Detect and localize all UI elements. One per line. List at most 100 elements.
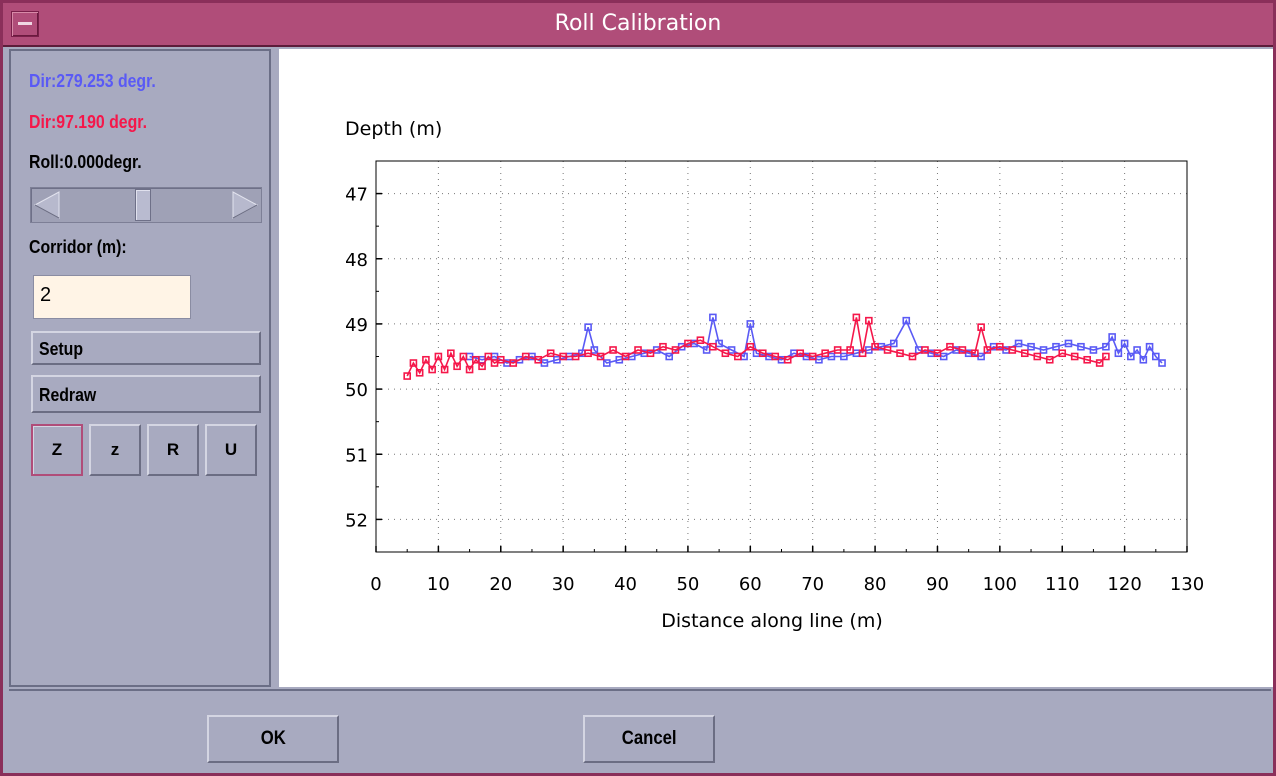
x-tick-label: 10 bbox=[427, 574, 450, 595]
data-point bbox=[472, 355, 480, 364]
depth-profile-chart[interactable]: Depth (m) Distance along line (m) 0 10 20 3… bbox=[279, 49, 1273, 687]
title-bar[interactable]: Roll Calibration bbox=[3, 3, 1273, 47]
slider-thumb[interactable] bbox=[134, 189, 151, 221]
roll-label: Roll:0.000degr. bbox=[29, 152, 142, 172]
data-point bbox=[852, 313, 861, 322]
data-point bbox=[709, 342, 717, 351]
data-point bbox=[1102, 342, 1110, 351]
button-bar: OK Cancel bbox=[9, 689, 1271, 773]
data-point bbox=[534, 355, 543, 364]
data-point bbox=[783, 355, 792, 364]
data-point bbox=[422, 355, 430, 364]
control-panel: Dir:279.253 degr. Dir:97.190 degr. Roll:… bbox=[9, 49, 271, 687]
data-point bbox=[684, 339, 692, 348]
redraw-button[interactable]: Redraw bbox=[31, 375, 261, 413]
data-point bbox=[1027, 342, 1035, 351]
data-point bbox=[559, 352, 567, 361]
data-point bbox=[1052, 342, 1060, 351]
data-point bbox=[971, 349, 979, 358]
reset-button[interactable]: R bbox=[147, 424, 199, 476]
data-point bbox=[646, 349, 655, 358]
data-point bbox=[1102, 352, 1110, 361]
setup-button-label: Setup bbox=[39, 339, 84, 359]
window-menu-button[interactable] bbox=[11, 11, 39, 37]
data-point bbox=[1158, 359, 1166, 367]
y-tick-label: 48 bbox=[345, 250, 368, 271]
data-point bbox=[721, 349, 730, 358]
chart-tick-labels: 0 10 20 30 40 50 60 70 80 90 100 110 120 130 47 48 49 50 5… bbox=[345, 185, 1204, 595]
slider-left-arrow-icon[interactable] bbox=[33, 190, 61, 220]
y-tick-label: 47 bbox=[345, 185, 368, 206]
data-point bbox=[1020, 349, 1029, 358]
data-point bbox=[447, 349, 455, 358]
undo-button[interactable]: U bbox=[205, 424, 257, 476]
data-point bbox=[659, 342, 667, 351]
x-tick-label: 90 bbox=[926, 574, 949, 595]
data-point bbox=[771, 352, 780, 361]
data-point bbox=[621, 352, 630, 361]
redraw-button-label: Redraw bbox=[39, 385, 97, 405]
data-point bbox=[983, 346, 992, 354]
x-tick-label: 20 bbox=[489, 574, 512, 595]
data-point bbox=[1008, 346, 1017, 354]
x-tick-label: 110 bbox=[1045, 574, 1079, 595]
data-point bbox=[808, 352, 817, 361]
data-point bbox=[1089, 346, 1098, 354]
data-point bbox=[1039, 346, 1048, 354]
x-tick-label: 100 bbox=[983, 574, 1017, 595]
data-point bbox=[1083, 355, 1091, 364]
x-tick-label: 40 bbox=[614, 574, 637, 595]
data-point bbox=[796, 349, 805, 358]
data-point bbox=[865, 316, 873, 325]
data-point bbox=[746, 320, 755, 328]
data-point bbox=[946, 342, 954, 351]
corridor-input[interactable]: 2 bbox=[33, 275, 191, 319]
data-point bbox=[459, 352, 468, 361]
data-point bbox=[546, 349, 555, 358]
data-point bbox=[1070, 352, 1079, 361]
x-tick-label: 30 bbox=[552, 574, 575, 595]
x-tick-label: 70 bbox=[801, 574, 824, 595]
x-tick-label: 120 bbox=[1107, 574, 1141, 595]
data-point bbox=[484, 352, 493, 361]
x-tick-label: 80 bbox=[864, 574, 887, 595]
roll-slider[interactable] bbox=[30, 187, 262, 223]
zoom-in-button[interactable]: Z bbox=[31, 424, 83, 476]
zoom-out-button[interactable]: z bbox=[89, 424, 141, 476]
data-point bbox=[584, 323, 592, 331]
data-point bbox=[609, 346, 617, 354]
cancel-button[interactable]: Cancel bbox=[583, 715, 715, 763]
data-point bbox=[896, 349, 904, 358]
data-point bbox=[440, 365, 449, 374]
data-point bbox=[902, 316, 911, 325]
x-tick-label: 50 bbox=[676, 574, 699, 595]
data-point bbox=[709, 313, 717, 322]
data-point bbox=[478, 362, 486, 371]
ok-button[interactable]: OK bbox=[207, 715, 339, 763]
data-point bbox=[908, 352, 917, 361]
data-point bbox=[1045, 355, 1054, 364]
data-point bbox=[933, 349, 942, 358]
data-point bbox=[584, 349, 592, 358]
ok-button-label: OK bbox=[260, 728, 286, 749]
y-axis-label: Depth (m) bbox=[345, 118, 442, 140]
chart-area[interactable]: Depth (m) Distance along line (m) 0 10 20 3… bbox=[279, 49, 1273, 687]
data-point bbox=[571, 352, 580, 361]
data-point bbox=[871, 342, 879, 351]
data-point bbox=[734, 352, 742, 361]
data-point bbox=[1145, 342, 1154, 351]
data-point bbox=[846, 346, 854, 354]
chart-series bbox=[403, 313, 1166, 380]
data-point bbox=[746, 342, 755, 351]
data-point bbox=[509, 359, 518, 367]
x-tick-label: 130 bbox=[1170, 574, 1204, 595]
data-point bbox=[889, 339, 898, 348]
slider-right-arrow-icon[interactable] bbox=[231, 190, 259, 220]
setup-button[interactable]: Setup bbox=[31, 331, 261, 365]
y-tick-label: 49 bbox=[345, 315, 368, 336]
data-point bbox=[758, 349, 767, 358]
data-point bbox=[1108, 333, 1116, 341]
data-point bbox=[1014, 339, 1023, 348]
data-point bbox=[1095, 359, 1104, 367]
